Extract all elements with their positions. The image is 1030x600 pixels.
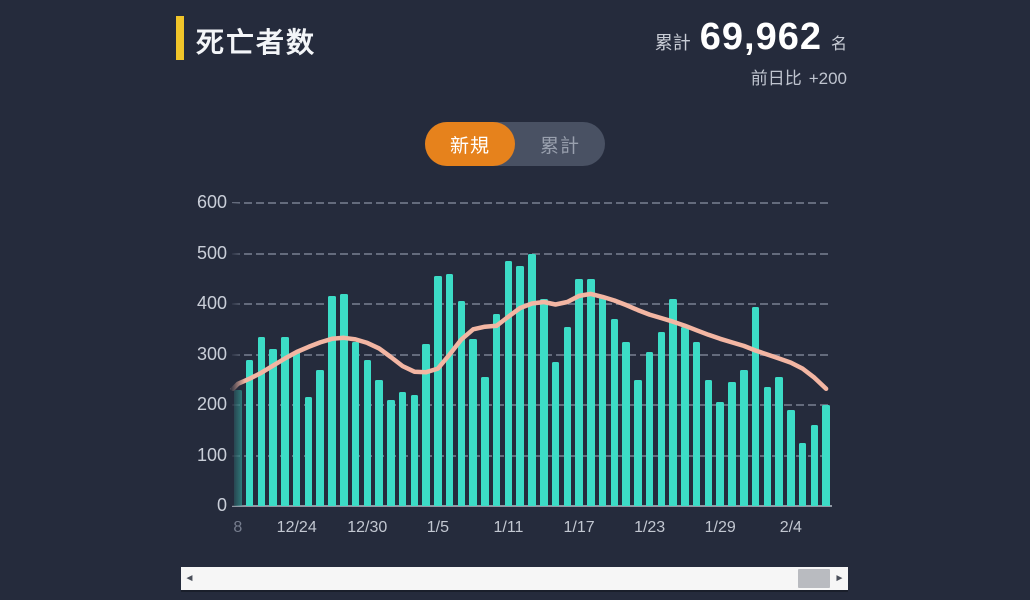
bar-1/16[interactable]: [563, 326, 572, 506]
bar-12/25[interactable]: [304, 397, 313, 506]
y-axis-label-400: 400: [196, 293, 227, 313]
bar-2/7[interactable]: [822, 405, 830, 506]
bar-1/28[interactable]: [704, 379, 713, 506]
toggle-option-new[interactable]: 新規: [425, 122, 515, 166]
bar-1/2[interactable]: [398, 392, 407, 506]
bar-12/30[interactable]: [363, 359, 372, 506]
x-axis-label-1/5: 1/5: [426, 519, 449, 536]
bar-1/13[interactable]: [528, 253, 536, 506]
bar-1/22[interactable]: [634, 379, 642, 506]
bar-1/14[interactable]: [540, 298, 548, 506]
bar-2/1[interactable]: [751, 306, 760, 506]
bar-2/6[interactable]: [810, 425, 819, 506]
page-title: 死亡者数: [196, 27, 317, 58]
daily-change-value: +200: [808, 69, 847, 88]
daily-change: 前日比 +200: [751, 64, 847, 89]
x-axis-label-12/24: 12/24: [276, 519, 317, 536]
x-axis-label-1/23: 1/23: [634, 519, 666, 536]
bar-1/30[interactable]: [728, 382, 736, 506]
bar-1/26[interactable]: [681, 326, 689, 506]
bar-1/10[interactable]: [492, 314, 501, 506]
x-axis-label-1/11: 1/11: [493, 519, 524, 536]
bar-1/8[interactable]: [469, 339, 477, 506]
bar-1/20[interactable]: [610, 319, 619, 506]
bar-1/24[interactable]: [657, 331, 666, 506]
bar-1/3[interactable]: [410, 394, 419, 506]
bar-1/5[interactable]: [434, 276, 442, 506]
y-axis-label-100: 100: [196, 444, 227, 465]
unit-label: 名: [830, 36, 847, 53]
bar-1/1[interactable]: [387, 399, 395, 506]
gridline-600: [232, 202, 832, 204]
scroll-left-arrow-icon[interactable]: ◄: [181, 567, 198, 590]
bar-1/9[interactable]: [481, 377, 489, 506]
bar-1/15[interactable]: [551, 362, 560, 506]
bar-1/6[interactable]: [445, 273, 454, 506]
bar-12/26[interactable]: [316, 369, 324, 506]
bar-1/12[interactable]: [516, 266, 524, 506]
bar-12/23[interactable]: [281, 336, 289, 506]
bar-1/31[interactable]: [740, 369, 748, 506]
x-axis-label-1/17: 1/17: [563, 519, 595, 536]
y-axis-label-200: 200: [196, 394, 227, 414]
bar-12/28[interactable]: [340, 293, 348, 506]
gridline-0: [232, 505, 832, 507]
bar-2/3[interactable]: [775, 377, 783, 506]
bar-12/20[interactable]: [245, 359, 254, 506]
bar-1/17[interactable]: [575, 278, 583, 506]
bar-1/4[interactable]: [422, 344, 430, 506]
scrollbar-thumb[interactable]: [798, 569, 830, 588]
bar-2/2[interactable]: [763, 387, 772, 506]
bar-2/5[interactable]: [798, 442, 807, 506]
y-axis-label-600: 600: [196, 192, 227, 212]
y-axis-label-300: 300: [196, 343, 227, 364]
mode-toggle[interactable]: 新規 累計: [425, 122, 605, 166]
bar-1/29[interactable]: [716, 402, 724, 506]
bar-1/27[interactable]: [692, 341, 701, 506]
x-axis-label-12/30: 12/30: [347, 519, 388, 536]
y-axis-label-500: 500: [196, 242, 227, 263]
bar-12/24[interactable]: [292, 351, 301, 506]
bar-12/19[interactable]: [234, 389, 242, 506]
scrollbar-track[interactable]: [198, 567, 831, 590]
bar-1/7[interactable]: [457, 301, 466, 506]
cumulative-value: 69,962: [699, 16, 822, 58]
x-axis-label-2/4: 2/4: [779, 519, 802, 536]
toggle-option-cumulative[interactable]: 累計: [515, 122, 605, 166]
bar-1/21[interactable]: [622, 341, 630, 506]
bar-12/29[interactable]: [351, 341, 360, 506]
bar-12/21[interactable]: [257, 336, 266, 506]
cumulative-total: 累計 69,962 名: [655, 16, 847, 59]
cumulative-label: 累計: [654, 33, 691, 53]
daily-change-label: 前日比: [750, 69, 802, 88]
x-axis-label-1/29: 1/29: [704, 519, 736, 536]
bar-2/4[interactable]: [787, 410, 795, 506]
bar-1/23[interactable]: [645, 351, 654, 506]
horizontal-scrollbar[interactable]: ◄ ►: [181, 567, 848, 590]
bar-1/11[interactable]: [504, 261, 513, 506]
bar-1/18[interactable]: [587, 278, 595, 506]
bar-12/22[interactable]: [269, 349, 277, 506]
bar-12/27[interactable]: [328, 296, 336, 506]
y-axis-label-0: 0: [216, 495, 227, 515]
scroll-right-arrow-icon[interactable]: ►: [831, 567, 848, 590]
x-axis-label-8: 8: [233, 519, 243, 536]
bar-12/31[interactable]: [375, 379, 383, 506]
bar-1/25[interactable]: [669, 298, 677, 506]
bar-1/19[interactable]: [598, 296, 607, 506]
title-accent-bar: [176, 16, 184, 60]
